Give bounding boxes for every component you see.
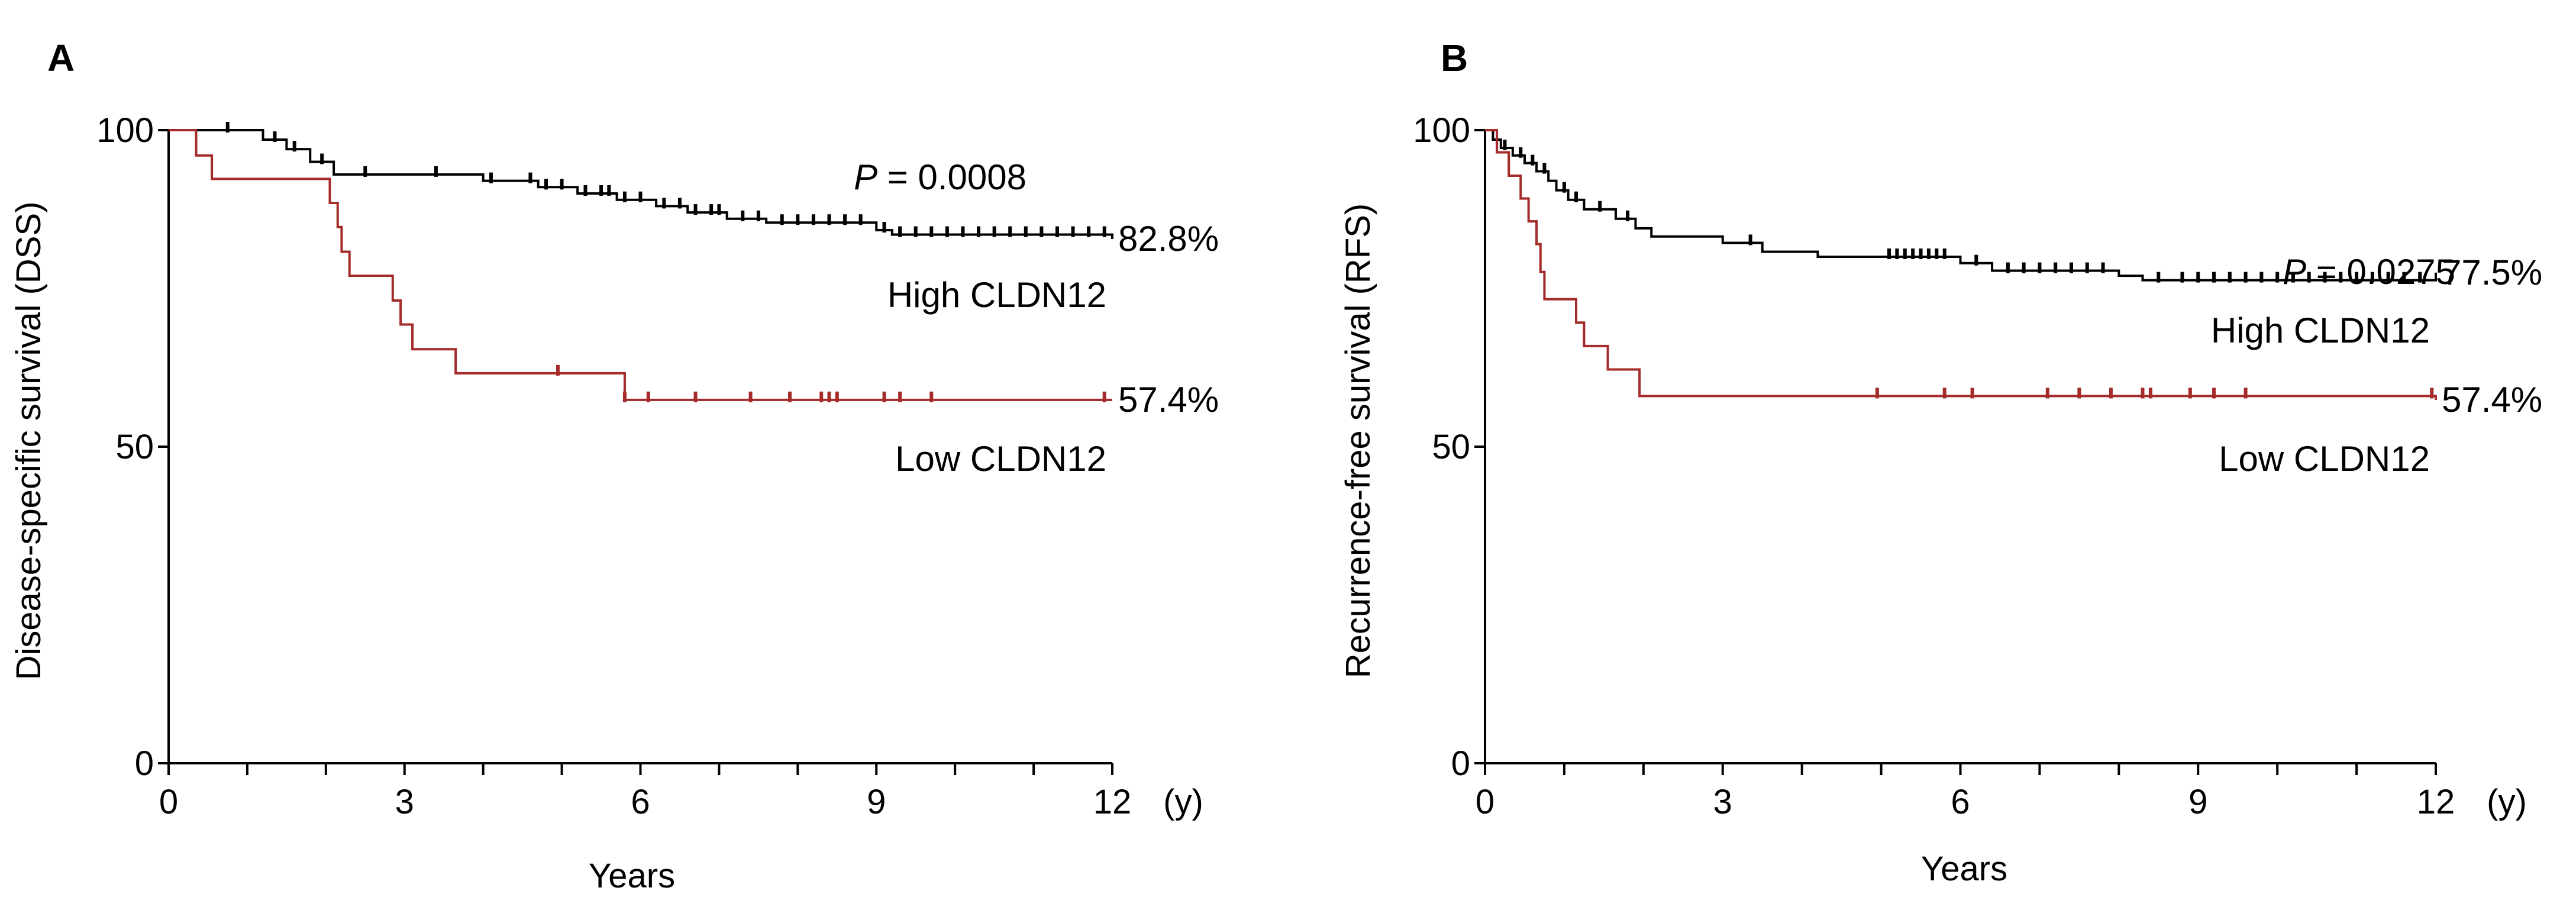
panel-a: A Disease-specific survival (DSS) Years … (9, 37, 1219, 895)
panel-b-x-tick-label: 6 (1951, 783, 1970, 821)
panel-a-y-tick-label: 0 (135, 744, 154, 783)
panel-b-low-curve (1485, 129, 2437, 400)
panel-a-p-value: P = 0.0008 (854, 157, 1026, 197)
panel-b-x-tick-label: 9 (2188, 783, 2207, 821)
panel-b-x-tick-label: 3 (1713, 783, 1732, 821)
panel-a-x-tick-label: 6 (631, 783, 650, 821)
panel-b-low-end-label: 57.4% (2442, 380, 2542, 419)
panel-b-y-axis-label: Recurrence-free survival (RFS) (1339, 204, 1377, 679)
panel-b-x-axis-label: Years (1921, 850, 2007, 888)
panel-a-low-curve (169, 129, 1112, 401)
panel-a-x-unit-label: (y) (1163, 783, 1203, 821)
panel-b-high-end-label: 77.5% (2442, 253, 2542, 292)
panel-b-x-unit-label: (y) (2487, 783, 2527, 821)
panel-a-x-tick-label: 9 (867, 783, 886, 821)
panel-b-x-tick-label: 0 (1476, 783, 1494, 821)
panel-b-y-tick-label: 50 (1432, 428, 1470, 466)
panel-a-high-curve (169, 129, 1113, 240)
panel-b-x-tick-label: 12 (2417, 783, 2455, 821)
panel-b-p-value: P = 0.0275 (2283, 252, 2455, 292)
panel-a-x-tick-label: 0 (159, 783, 178, 821)
panel-a-high-end-label: 82.8% (1118, 219, 1219, 259)
panel-a-x-axis-label: Years (589, 857, 675, 895)
panel-b-letter: B (1441, 37, 1468, 79)
panel-a-letter: A (47, 37, 75, 79)
panel-a-y-tick-label: 100 (96, 111, 154, 150)
panel-b-y-tick-label: 0 (1451, 744, 1470, 783)
panel-a-x-tick-label: 12 (1093, 783, 1132, 821)
panel-b-low-group-label: Low CLDN12 (2219, 439, 2430, 479)
panel-a-plot: 0 50 100 0 3 6 9 12 (y) P = 0.0008 82.8% High CLDN1… (96, 111, 1219, 821)
panel-b-high-group-label: High CLDN12 (2211, 311, 2430, 350)
panel-b-y-tick-label: 100 (1413, 111, 1470, 150)
panel-a-high-group-label: High CLDN12 (887, 275, 1106, 315)
panel-a-y-tick-label: 50 (115, 428, 154, 466)
panel-a-low-group-label: Low CLDN12 (895, 439, 1106, 479)
panel-b: B Recurrence-free survival (RFS) Years 0… (1339, 37, 2542, 888)
panel-a-low-end-label: 57.4% (1118, 380, 1219, 419)
panel-a-x-tick-label: 3 (395, 783, 414, 821)
panel-a-y-axis-label: Disease-specific survival (DSS) (9, 202, 48, 680)
